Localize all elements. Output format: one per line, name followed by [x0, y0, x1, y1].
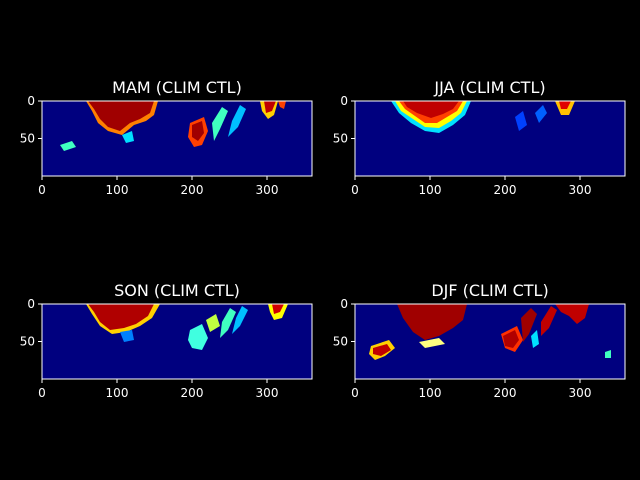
panel-title: DJF (CLIM CTL) [431, 281, 548, 300]
x-tick-label: 100 [419, 183, 442, 197]
y-tick-label: 0 [27, 94, 35, 108]
panel-title: SON (CLIM CTL) [114, 281, 240, 300]
x-tick-label: 200 [494, 183, 517, 197]
x-tick-label: 0 [38, 386, 46, 400]
x-tick-label: 0 [351, 386, 359, 400]
x-tick-label: 0 [351, 183, 359, 197]
x-tick-label: 200 [181, 386, 204, 400]
y-tick-label: 0 [27, 297, 35, 311]
x-tick-label: 100 [106, 386, 129, 400]
y-tick-label: 0 [340, 297, 348, 311]
x-tick-label: 100 [106, 183, 129, 197]
field-jja [355, 101, 625, 176]
field-son [42, 304, 312, 379]
x-tick-label: 100 [419, 386, 442, 400]
y-tick-label: 50 [20, 335, 35, 349]
field-mam [42, 101, 312, 176]
x-tick-label: 200 [181, 183, 204, 197]
x-tick-label: 200 [494, 386, 517, 400]
y-tick-label: 0 [340, 94, 348, 108]
field-djf [355, 304, 625, 379]
y-tick-label: 50 [20, 132, 35, 146]
panel-title: MAM (CLIM CTL) [112, 78, 242, 97]
x-tick-label: 300 [256, 183, 279, 197]
y-tick-label: 50 [333, 335, 348, 349]
panel-title: JJA (CLIM CTL) [433, 78, 545, 97]
x-tick-label: 0 [38, 183, 46, 197]
x-tick-label: 300 [569, 183, 592, 197]
y-tick-label: 50 [333, 132, 348, 146]
x-tick-label: 300 [256, 386, 279, 400]
x-tick-label: 300 [569, 386, 592, 400]
